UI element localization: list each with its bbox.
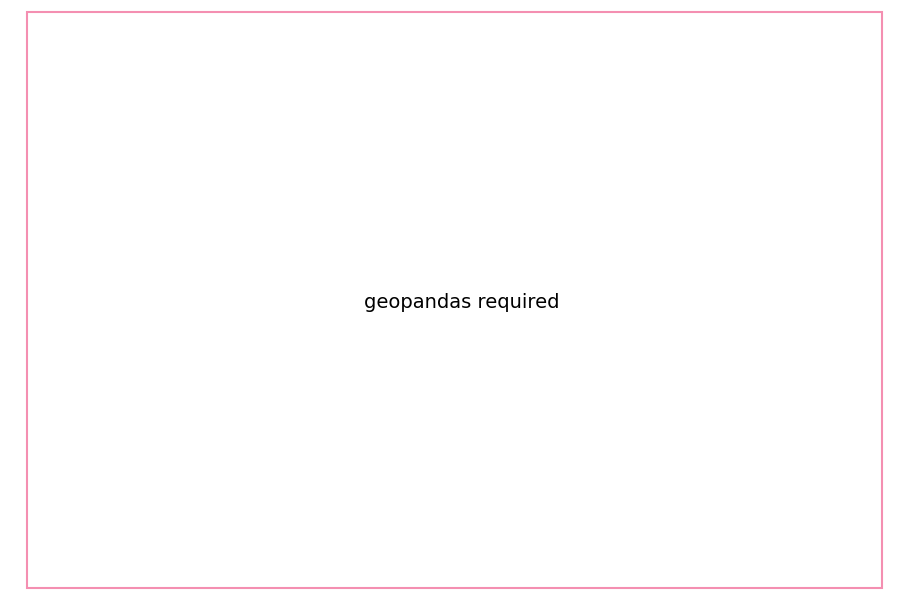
- Text: geopandas required: geopandas required: [364, 293, 559, 313]
